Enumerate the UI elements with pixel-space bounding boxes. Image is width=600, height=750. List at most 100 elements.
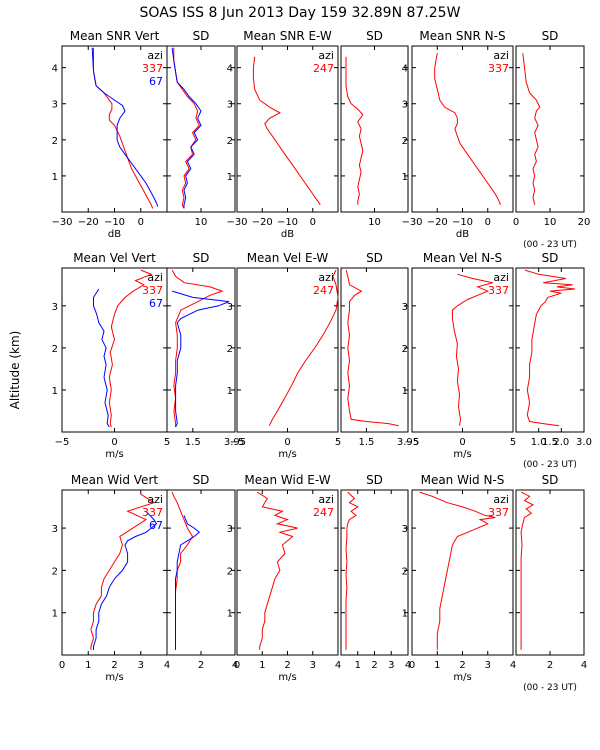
panel-title: Mean Vel Vert — [73, 251, 156, 265]
ut-range-label: (00 - 23 UT) — [523, 683, 577, 693]
y-tick-label: 1 — [52, 172, 58, 183]
x-axis-label: m/s — [105, 672, 123, 683]
x-tick-label: 1 — [355, 660, 361, 671]
panel-title: Mean SNR N-S — [419, 29, 505, 43]
y-tick-label: 1 — [402, 172, 408, 183]
series-line-337 — [522, 53, 541, 205]
panel-frame — [166, 45, 236, 213]
x-tick-label: 3.95 — [224, 437, 246, 448]
y-tick-label: 3 — [402, 524, 408, 535]
x-tick-label: −10 — [104, 217, 125, 228]
panel-frame — [340, 267, 409, 433]
series-line-247 — [345, 56, 364, 205]
panel-0-5: SD 0 10 20 (00 - 23 UT) — [513, 29, 591, 250]
series-line-337 — [173, 47, 200, 209]
y-tick-label: 1 — [402, 386, 408, 397]
y-tick-label: 1 — [52, 386, 58, 397]
x-tick-label: 1 — [259, 660, 265, 671]
panel-title: SD — [542, 251, 559, 265]
x-tick-label: 3 — [138, 660, 144, 671]
x-tick-label: 4 — [232, 660, 238, 671]
panel-2-3: SD1 2 3 4 — [340, 473, 411, 671]
x-tick-label: 0 — [485, 217, 491, 228]
y-tick-label: 2 — [227, 566, 233, 577]
legend-entry: 337 — [142, 284, 163, 297]
panel-1-3: SD 1.5 3.95 — [340, 251, 419, 448]
series-line-337 — [524, 269, 575, 427]
x-tick-label: 3 — [310, 660, 316, 671]
x-tick-label: 0 — [513, 217, 519, 228]
series-line-247 — [256, 491, 298, 650]
panel-frame — [515, 489, 585, 656]
legend-entry: 67 — [149, 519, 163, 532]
series-line-337 — [108, 269, 153, 428]
panel-title: SD — [542, 29, 559, 43]
y-tick-label: 2 — [52, 136, 58, 147]
legend-entry: 67 — [149, 297, 163, 310]
x-tick-label: 4 — [335, 660, 341, 671]
x-tick-label: 4 — [405, 660, 411, 671]
y-tick-label: 2 — [52, 344, 58, 355]
panel-title: SD — [193, 29, 210, 43]
x-tick-label: 10 — [368, 217, 381, 228]
panel-title: Mean Wid Vert — [71, 473, 158, 487]
x-tick-label: 0 — [284, 437, 290, 448]
x-tick-label: 2 — [371, 660, 377, 671]
x-tick-label: 10 — [544, 217, 557, 228]
x-tick-label: 3 — [388, 660, 394, 671]
legend-entry: azi — [147, 493, 163, 506]
x-tick-label: 2 — [198, 660, 204, 671]
x-tick-label: 5 — [164, 437, 170, 448]
panel-title: Mean SNR E-W — [243, 29, 332, 43]
x-tick-label: −5 — [230, 437, 245, 448]
legend-entry: azi — [493, 49, 509, 62]
series-line-247 — [345, 491, 359, 650]
x-axis-label: m/s — [105, 449, 123, 460]
series-line-67 — [172, 290, 230, 428]
x-tick-label: 2.0 — [553, 437, 569, 448]
y-tick-label: 4 — [402, 64, 408, 75]
panel-title: SD — [193, 251, 210, 265]
y-tick-label: 3 — [227, 524, 233, 535]
panel-1-5: SD 1.0 2.0 3.0 1.5 (00 - 23 UT) — [515, 251, 592, 470]
series-line-67 — [175, 515, 201, 650]
y-tick-label: 3 — [402, 302, 408, 313]
x-tick-label: 0 — [310, 217, 316, 228]
series-line-337 — [434, 53, 501, 205]
x-tick-label: 0 — [409, 660, 415, 671]
legend-entry: 337 — [142, 62, 163, 75]
panel-title: SD — [366, 473, 383, 487]
series-line-67 — [93, 288, 110, 428]
legend-entry: azi — [318, 271, 334, 284]
panel-title: SD — [542, 473, 559, 487]
series-line-337 — [419, 491, 496, 650]
legend-entry: 67 — [149, 75, 163, 88]
x-tick-label: −10 — [277, 217, 298, 228]
panel-title: SD — [366, 251, 383, 265]
x-tick-label: −30 — [51, 217, 72, 228]
series-line-247 — [345, 269, 399, 427]
x-tick-label: 4 — [510, 660, 516, 671]
legend-entry: azi — [147, 271, 163, 284]
legend-entry: 337 — [488, 506, 509, 519]
x-tick-label: 1.0 — [531, 437, 547, 448]
x-tick-label: 0 — [459, 437, 465, 448]
y-tick-label: 3 — [52, 100, 58, 111]
x-tick-label: 2 — [111, 660, 117, 671]
panel-frame — [515, 45, 585, 213]
panel-2-1: SD 2 4 — [166, 473, 238, 671]
x-tick-label: 1.5 — [542, 437, 558, 448]
panel-title: SD — [366, 29, 383, 43]
y-tick-label: 1 — [227, 386, 233, 397]
x-tick-label: 3.0 — [576, 437, 592, 448]
y-tick-label: 2 — [402, 136, 408, 147]
panel-frame — [340, 489, 409, 656]
y-tick-label: 3 — [227, 302, 233, 313]
y-tick-label: 3 — [227, 100, 233, 111]
